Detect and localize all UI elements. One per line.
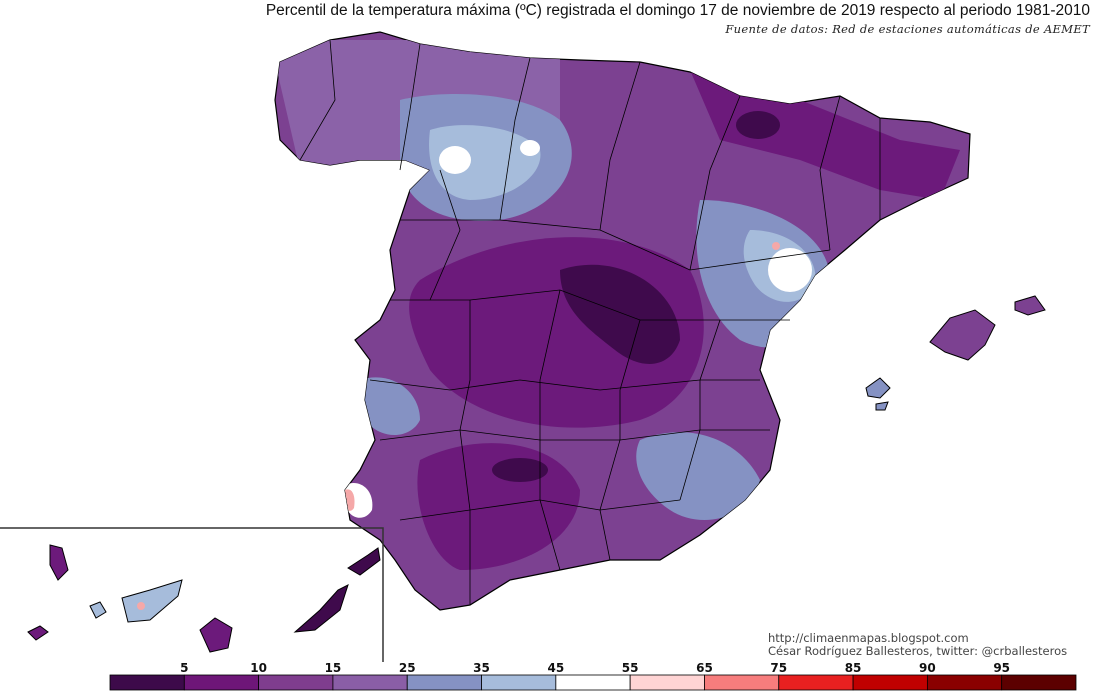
legend-label: 55 <box>621 661 639 675</box>
legend-swatch <box>704 674 780 691</box>
data-source: Fuente de datos: Red de estaciones autom… <box>725 22 1090 36</box>
legend-swatch <box>555 674 631 691</box>
island-menorca <box>1014 295 1046 316</box>
island-la-gomera <box>89 601 107 619</box>
island-la-palma <box>49 544 69 581</box>
zone-deep-ne <box>736 111 780 139</box>
legend-label: 65 <box>696 661 713 675</box>
credit-url: http://climaenmapas.blogspot.com <box>768 631 969 645</box>
legend-swatch <box>258 674 334 691</box>
zone-deep-south <box>492 458 548 482</box>
legend-label: 45 <box>547 661 565 675</box>
legend-label: 35 <box>473 661 490 675</box>
legend-label: 95 <box>993 661 1011 675</box>
legend-label: 10 <box>250 661 267 675</box>
island-mallorca <box>929 309 996 361</box>
legend-label: 85 <box>844 661 862 675</box>
canary-islands-inset <box>0 527 384 662</box>
legend-swatch <box>778 674 854 691</box>
legend-swatch <box>629 674 705 691</box>
inset-frame <box>0 527 384 662</box>
legend-swatch <box>926 674 1003 691</box>
balearic-islands <box>865 295 1046 411</box>
legend-label: 75 <box>770 661 788 675</box>
legend-swatch <box>183 674 260 691</box>
legend-bar <box>109 674 1077 691</box>
island-gran-canaria <box>199 617 233 653</box>
island-formentera <box>875 401 889 411</box>
legend-swatch <box>332 674 408 691</box>
zone-white-east <box>768 248 812 292</box>
island-lanzarote <box>347 547 381 576</box>
province-boundaries <box>299 39 881 605</box>
legend-label: 25 <box>398 661 416 675</box>
legend-swatch <box>852 674 928 691</box>
legend-label: 90 <box>919 661 936 675</box>
island-el-hierro <box>27 625 49 641</box>
zone-white-burgos <box>520 140 540 156</box>
peninsula <box>274 31 971 611</box>
island-fuerteventura <box>293 584 349 633</box>
zone-blue-west <box>360 377 420 435</box>
legend-swatch <box>406 674 482 691</box>
zone-dark-ne <box>690 70 960 200</box>
credit-author: César Rodríguez Ballesteros, twitter: @c… <box>768 644 1068 658</box>
zone-white-north <box>439 146 471 174</box>
zone-pink-east <box>772 242 780 250</box>
map-title: Percentil de la temperatura máxima (ºC) … <box>265 2 1090 19</box>
legend-label: 5 <box>180 661 189 675</box>
island-ibiza <box>865 377 891 399</box>
zone-blue-se <box>636 432 760 520</box>
zone-paleblue-north <box>429 125 541 200</box>
legend-swatch <box>109 674 185 691</box>
legend-swatch <box>1001 674 1077 691</box>
legend-label: 15 <box>324 661 342 675</box>
tenerife-hotspot <box>137 602 145 610</box>
zone-deep-centre <box>560 264 680 364</box>
legend-swatch <box>481 674 557 691</box>
island-tenerife <box>121 579 183 623</box>
